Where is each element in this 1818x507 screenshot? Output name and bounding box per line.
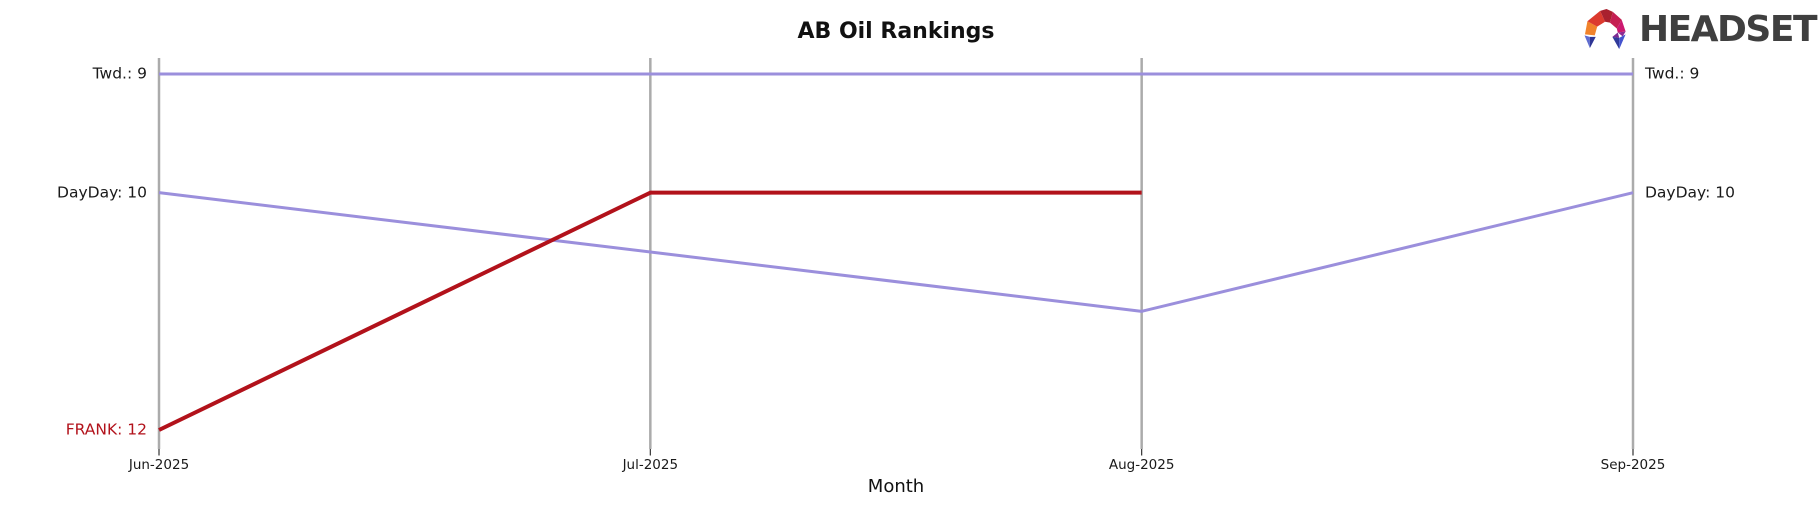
x-tick-label-aug-2025: Aug-2025: [1108, 457, 1175, 473]
series-right-label-twd: Twd.: 9: [1645, 64, 1700, 83]
series-line-dayday[interactable]: [158, 191, 1634, 313]
series-right-label-dayday: DayDay: 10: [1645, 182, 1735, 201]
headset-logo-icon: [1584, 8, 1626, 49]
headset-logo-text: HEADSET: [1638, 9, 1818, 50]
series-left-label-twd: Twd.: 9: [92, 64, 147, 83]
x-axis-label: Month: [867, 476, 925, 497]
chart-title: AB Oil Rankings: [797, 19, 995, 44]
series-left-label-dayday: DayDay: 10: [57, 182, 147, 201]
series-left-label-frank: FRANK: 12: [65, 420, 147, 439]
series-line-frank[interactable]: [158, 190, 1142, 432]
x-tick-label-sep-2025: Sep-2025: [1600, 457, 1666, 473]
x-tick-label-jul-2025: Jul-2025: [622, 457, 679, 473]
x-tick-label-jun-2025: Jun-2025: [128, 457, 190, 473]
headset-logo: HEADSET: [1582, 6, 1818, 54]
